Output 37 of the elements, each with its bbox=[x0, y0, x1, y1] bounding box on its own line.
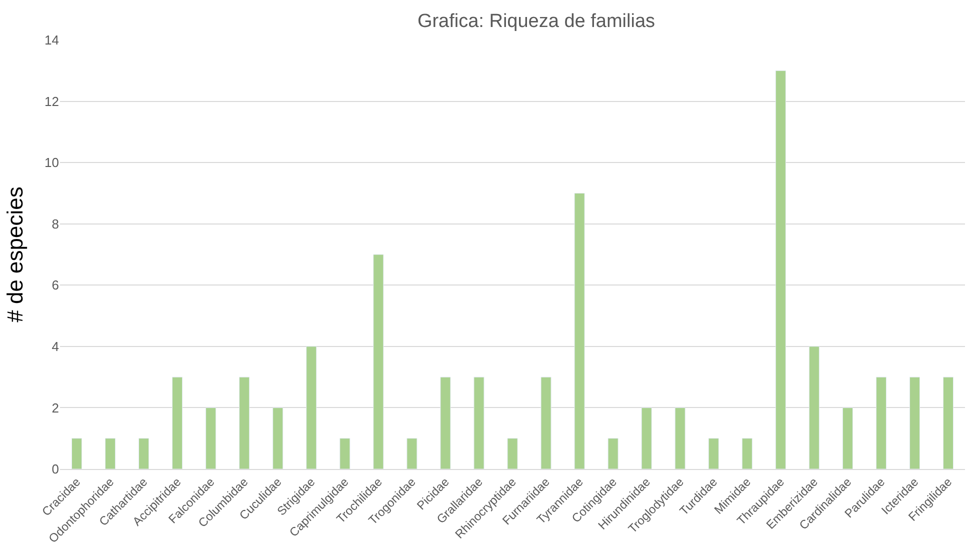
bar bbox=[842, 407, 853, 469]
bar bbox=[540, 376, 552, 469]
bar bbox=[406, 438, 418, 469]
bar bbox=[239, 376, 250, 469]
bar bbox=[306, 346, 317, 469]
y-tick-label: 4 bbox=[52, 338, 59, 354]
y-tick-label: 6 bbox=[52, 278, 59, 293]
bar bbox=[608, 438, 618, 469]
bar bbox=[808, 346, 820, 469]
bar bbox=[105, 438, 116, 469]
bar bbox=[138, 438, 150, 469]
bar bbox=[507, 438, 518, 469]
y-tick-label: 8 bbox=[52, 216, 59, 232]
bar bbox=[474, 376, 484, 469]
bar bbox=[71, 438, 82, 469]
bar bbox=[742, 438, 752, 469]
bar bbox=[909, 376, 920, 469]
bar bbox=[641, 407, 652, 469]
y-tick-label: 12 bbox=[44, 94, 59, 109]
bar bbox=[775, 70, 786, 469]
y-tick-label: 2 bbox=[52, 400, 59, 416]
bar bbox=[708, 438, 719, 469]
bar bbox=[674, 407, 686, 469]
bar bbox=[340, 438, 350, 469]
bar bbox=[876, 376, 886, 469]
bar bbox=[206, 407, 216, 469]
y-tick-label: 0 bbox=[52, 462, 59, 477]
chart-title: Grafica: Riqueza de familias bbox=[417, 11, 656, 32]
bar bbox=[440, 376, 451, 469]
bar bbox=[172, 376, 183, 469]
y-axis-title: # de especies bbox=[2, 186, 28, 322]
bar bbox=[942, 376, 954, 469]
y-tick-label: 10 bbox=[44, 155, 59, 170]
y-tick-label: 14 bbox=[44, 32, 59, 48]
bar bbox=[574, 192, 585, 469]
bar bbox=[272, 407, 284, 469]
bar bbox=[373, 254, 384, 469]
